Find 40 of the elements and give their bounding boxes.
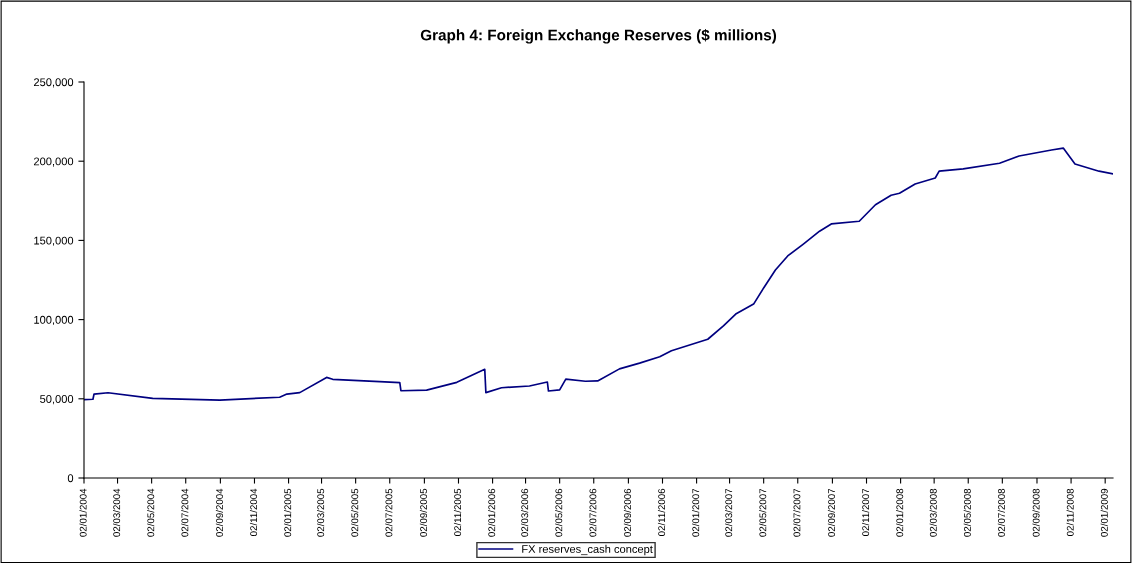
x-tick-label: 02/07/2008: [997, 488, 1005, 537]
x-tick-label: 02/09/2006: [623, 488, 632, 537]
x-tick-label: 02/11/2008: [1066, 488, 1074, 536]
x-tick-label: 02/05/2004: [147, 488, 155, 537]
x-tick-label: 02/01/2004: [79, 488, 87, 537]
y-tick-label: 200,000: [33, 157, 74, 167]
x-tick-label: 02/05/2008: [963, 488, 971, 537]
x-tick-label: 02/01/2006: [488, 488, 496, 537]
x-tick-label: 02/09/2004: [215, 488, 223, 537]
x-tick-label: 02/07/2006: [589, 488, 597, 537]
x-tick-label: 02/11/2006: [657, 488, 666, 536]
x-tick-label: 02/09/2005: [419, 488, 427, 537]
x-tick-label: 02/11/2007: [861, 488, 870, 536]
x-tick-label: 02/07/2004: [181, 488, 189, 537]
x-tick-label: 02/11/2004: [249, 488, 258, 536]
line-series: [84, 147, 1113, 401]
chart-title: Graph 4: Foreign Exchange Reserves ($ millions): [420, 28, 777, 44]
y-tick-label: 250,000: [33, 78, 74, 88]
x-tick-label: 02/05/2005: [351, 488, 359, 537]
x-tick-label: 02/01/2005: [284, 488, 292, 537]
y-tick-label: 100,000: [34, 315, 74, 326]
x-tick-label: 02/05/2007: [759, 488, 767, 537]
x-tick-label: 02/05/2006: [555, 488, 563, 537]
x-tick-label: 02/07/2005: [385, 488, 393, 537]
x-tick-label: 02/01/2009: [1100, 488, 1108, 537]
x-tick-label: 02/01/2007: [692, 488, 700, 537]
x-tick-label: 02/11/2005: [453, 488, 462, 536]
y-tick-label: 0: [67, 474, 74, 483]
y-tick-label: 150,000: [34, 236, 74, 246]
y-tick-label: 50,000: [40, 395, 74, 405]
x-tick-label: 02/03/2008: [929, 488, 937, 537]
x-tick-label: 02/03/2006: [521, 488, 529, 537]
x-tick-label: 02/01/2008: [896, 488, 904, 537]
x-tick-label: 02/07/2007: [793, 488, 801, 537]
legend-label: FX reserves_cash concept: [522, 544, 653, 556]
x-tick-label: 02/03/2007: [725, 488, 733, 537]
x-tick-label: 02/09/2007: [827, 488, 836, 537]
x-tick-label: 02/09/2008: [1032, 488, 1040, 537]
x-tick-label: 02/03/2004: [113, 488, 121, 537]
x-tick-label: 02/03/2005: [317, 488, 325, 537]
